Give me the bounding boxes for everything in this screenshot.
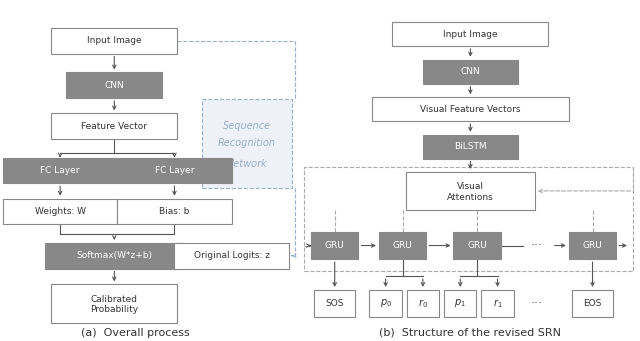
Text: Softmax(W*z+b): Softmax(W*z+b) (76, 251, 152, 260)
Text: Visual Feature Vectors: Visual Feature Vectors (420, 105, 521, 114)
Text: Recognition: Recognition (218, 138, 276, 148)
Text: GRU: GRU (325, 241, 344, 250)
Bar (392, 22, 548, 46)
Bar (379, 232, 426, 259)
Text: FC Layer: FC Layer (155, 166, 194, 175)
Text: Bias: b: Bias: b (159, 207, 189, 216)
Bar (372, 97, 569, 121)
Text: Input Image: Input Image (87, 36, 141, 45)
Text: SOS: SOS (326, 299, 344, 308)
Text: CNN: CNN (104, 81, 124, 90)
Text: Calibrated: Calibrated (91, 295, 138, 303)
Text: $r_1$: $r_1$ (493, 297, 502, 310)
Text: GRU: GRU (393, 241, 412, 250)
Text: FC Layer: FC Layer (40, 166, 80, 175)
Text: GRU: GRU (582, 241, 602, 250)
Bar (311, 232, 358, 259)
Bar (51, 284, 177, 323)
Text: GRU: GRU (467, 241, 487, 250)
Bar (175, 243, 289, 269)
Text: $p_0$: $p_0$ (380, 297, 392, 310)
Bar (423, 60, 518, 84)
Text: EOS: EOS (583, 299, 602, 308)
Bar (51, 28, 177, 54)
Bar (569, 232, 616, 259)
Bar (453, 232, 501, 259)
Bar (3, 198, 117, 224)
Text: Attentions: Attentions (447, 193, 494, 202)
Text: Visual: Visual (457, 182, 484, 191)
Text: Original Logits: z: Original Logits: z (194, 251, 269, 260)
Text: Weights: W: Weights: W (35, 207, 86, 216)
Bar (369, 290, 402, 317)
Text: (b)  Structure of the revised SRN: (b) Structure of the revised SRN (380, 328, 561, 338)
Bar (423, 135, 518, 159)
Bar (202, 99, 292, 188)
Bar (444, 290, 476, 317)
Text: BiLSTM: BiLSTM (454, 142, 486, 151)
Text: Network: Network (227, 159, 267, 169)
Bar (45, 243, 184, 269)
Text: Probability: Probability (90, 305, 138, 314)
Bar (3, 158, 117, 183)
Bar (117, 158, 232, 183)
Text: Input Image: Input Image (443, 30, 498, 39)
Bar (117, 198, 232, 224)
Bar (51, 113, 177, 139)
Bar (304, 167, 633, 271)
Bar (314, 290, 355, 317)
Text: CNN: CNN (461, 67, 480, 76)
Text: Feature Vector: Feature Vector (81, 122, 147, 131)
Text: Sequence: Sequence (223, 121, 271, 131)
Bar (66, 73, 163, 98)
Text: ···: ··· (531, 239, 543, 252)
Bar (407, 290, 439, 317)
Text: ···: ··· (531, 297, 543, 310)
Text: $r_0$: $r_0$ (418, 297, 428, 310)
Text: $p_1$: $p_1$ (454, 297, 466, 310)
Text: (a)  Overall process: (a) Overall process (81, 328, 189, 338)
Bar (481, 290, 514, 317)
Bar (572, 290, 613, 317)
Bar (406, 172, 535, 210)
